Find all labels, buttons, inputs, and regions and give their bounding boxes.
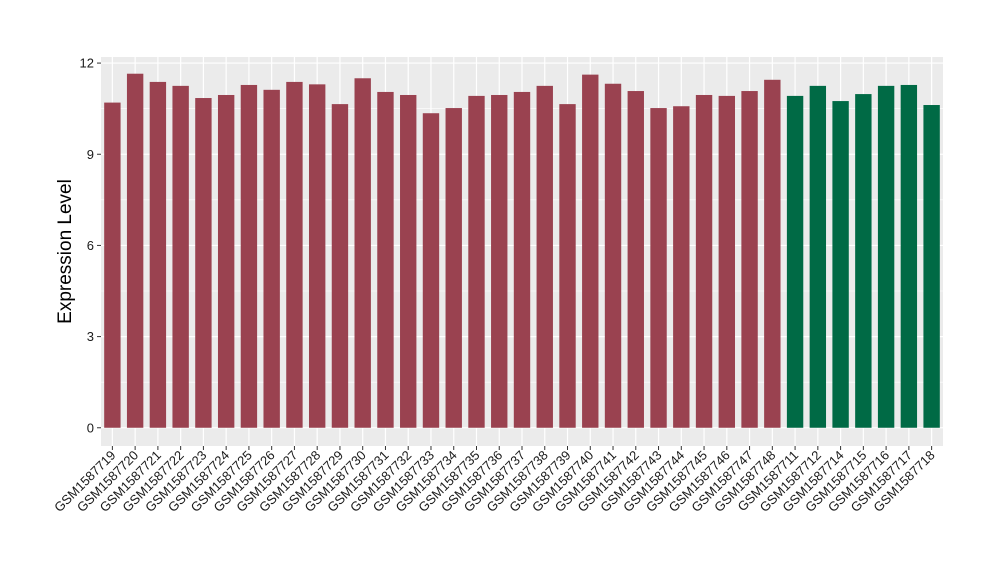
- bar-GSM1587716: [877, 85, 895, 428]
- bar-GSM1587735: [468, 95, 485, 428]
- bar-GSM1587740: [582, 74, 599, 428]
- bar-GSM1587731: [377, 91, 394, 428]
- bar-GSM1587717: [900, 84, 918, 428]
- bar-GSM1587730: [354, 78, 371, 428]
- bar-GSM1587732: [400, 94, 417, 428]
- bar-GSM1587746: [718, 95, 736, 428]
- y-tick-label: 12: [80, 56, 94, 71]
- bar-GSM1587724: [217, 94, 235, 428]
- x-axis: GSM1587719GSM1587720GSM1587721GSM1587722…: [51, 446, 938, 515]
- bar-GSM1587720: [126, 73, 144, 428]
- y-tick-label: 3: [87, 329, 94, 344]
- bar-GSM1587734: [445, 108, 462, 428]
- y-tick-label: 6: [87, 238, 94, 253]
- bar-GSM1587745: [695, 94, 713, 428]
- bar-GSM1587742: [627, 91, 644, 428]
- bar-GSM1587722: [172, 85, 189, 428]
- bar-GSM1587715: [855, 94, 872, 428]
- bar-GSM1587721: [149, 81, 167, 428]
- bar-GSM1587712: [809, 85, 827, 428]
- bar-GSM1587718: [923, 105, 940, 428]
- bar-GSM1587747: [741, 91, 758, 428]
- bar-GSM1587736: [491, 94, 508, 428]
- bar-GSM1587714: [832, 101, 849, 428]
- bar-GSM1587738: [536, 85, 553, 428]
- bar-GSM1587728: [308, 84, 326, 428]
- bar-GSM1587727: [286, 81, 303, 428]
- bar-GSM1587729: [331, 104, 349, 428]
- bar-GSM1587739: [559, 104, 576, 428]
- y-axis: 0 3 6 9 12: [80, 56, 101, 435]
- bar-GSM1587741: [604, 83, 622, 428]
- bar-GSM1587711: [786, 95, 804, 428]
- bar-GSM1587743: [650, 108, 667, 428]
- bars: [104, 73, 940, 428]
- y-axis-title: Expression Level: [55, 179, 76, 324]
- bar-GSM1587737: [513, 91, 531, 428]
- y-tick-label: 9: [87, 147, 94, 162]
- bar-GSM1587725: [240, 84, 258, 428]
- bar-GSM1587726: [263, 89, 280, 428]
- y-tick-label: 0: [87, 420, 94, 435]
- bar-GSM1587733: [422, 113, 440, 428]
- bar-GSM1587719: [104, 102, 121, 428]
- bar-GSM1587748: [764, 79, 781, 428]
- bar-GSM1587744: [673, 106, 690, 428]
- bar-GSM1587723: [195, 98, 212, 428]
